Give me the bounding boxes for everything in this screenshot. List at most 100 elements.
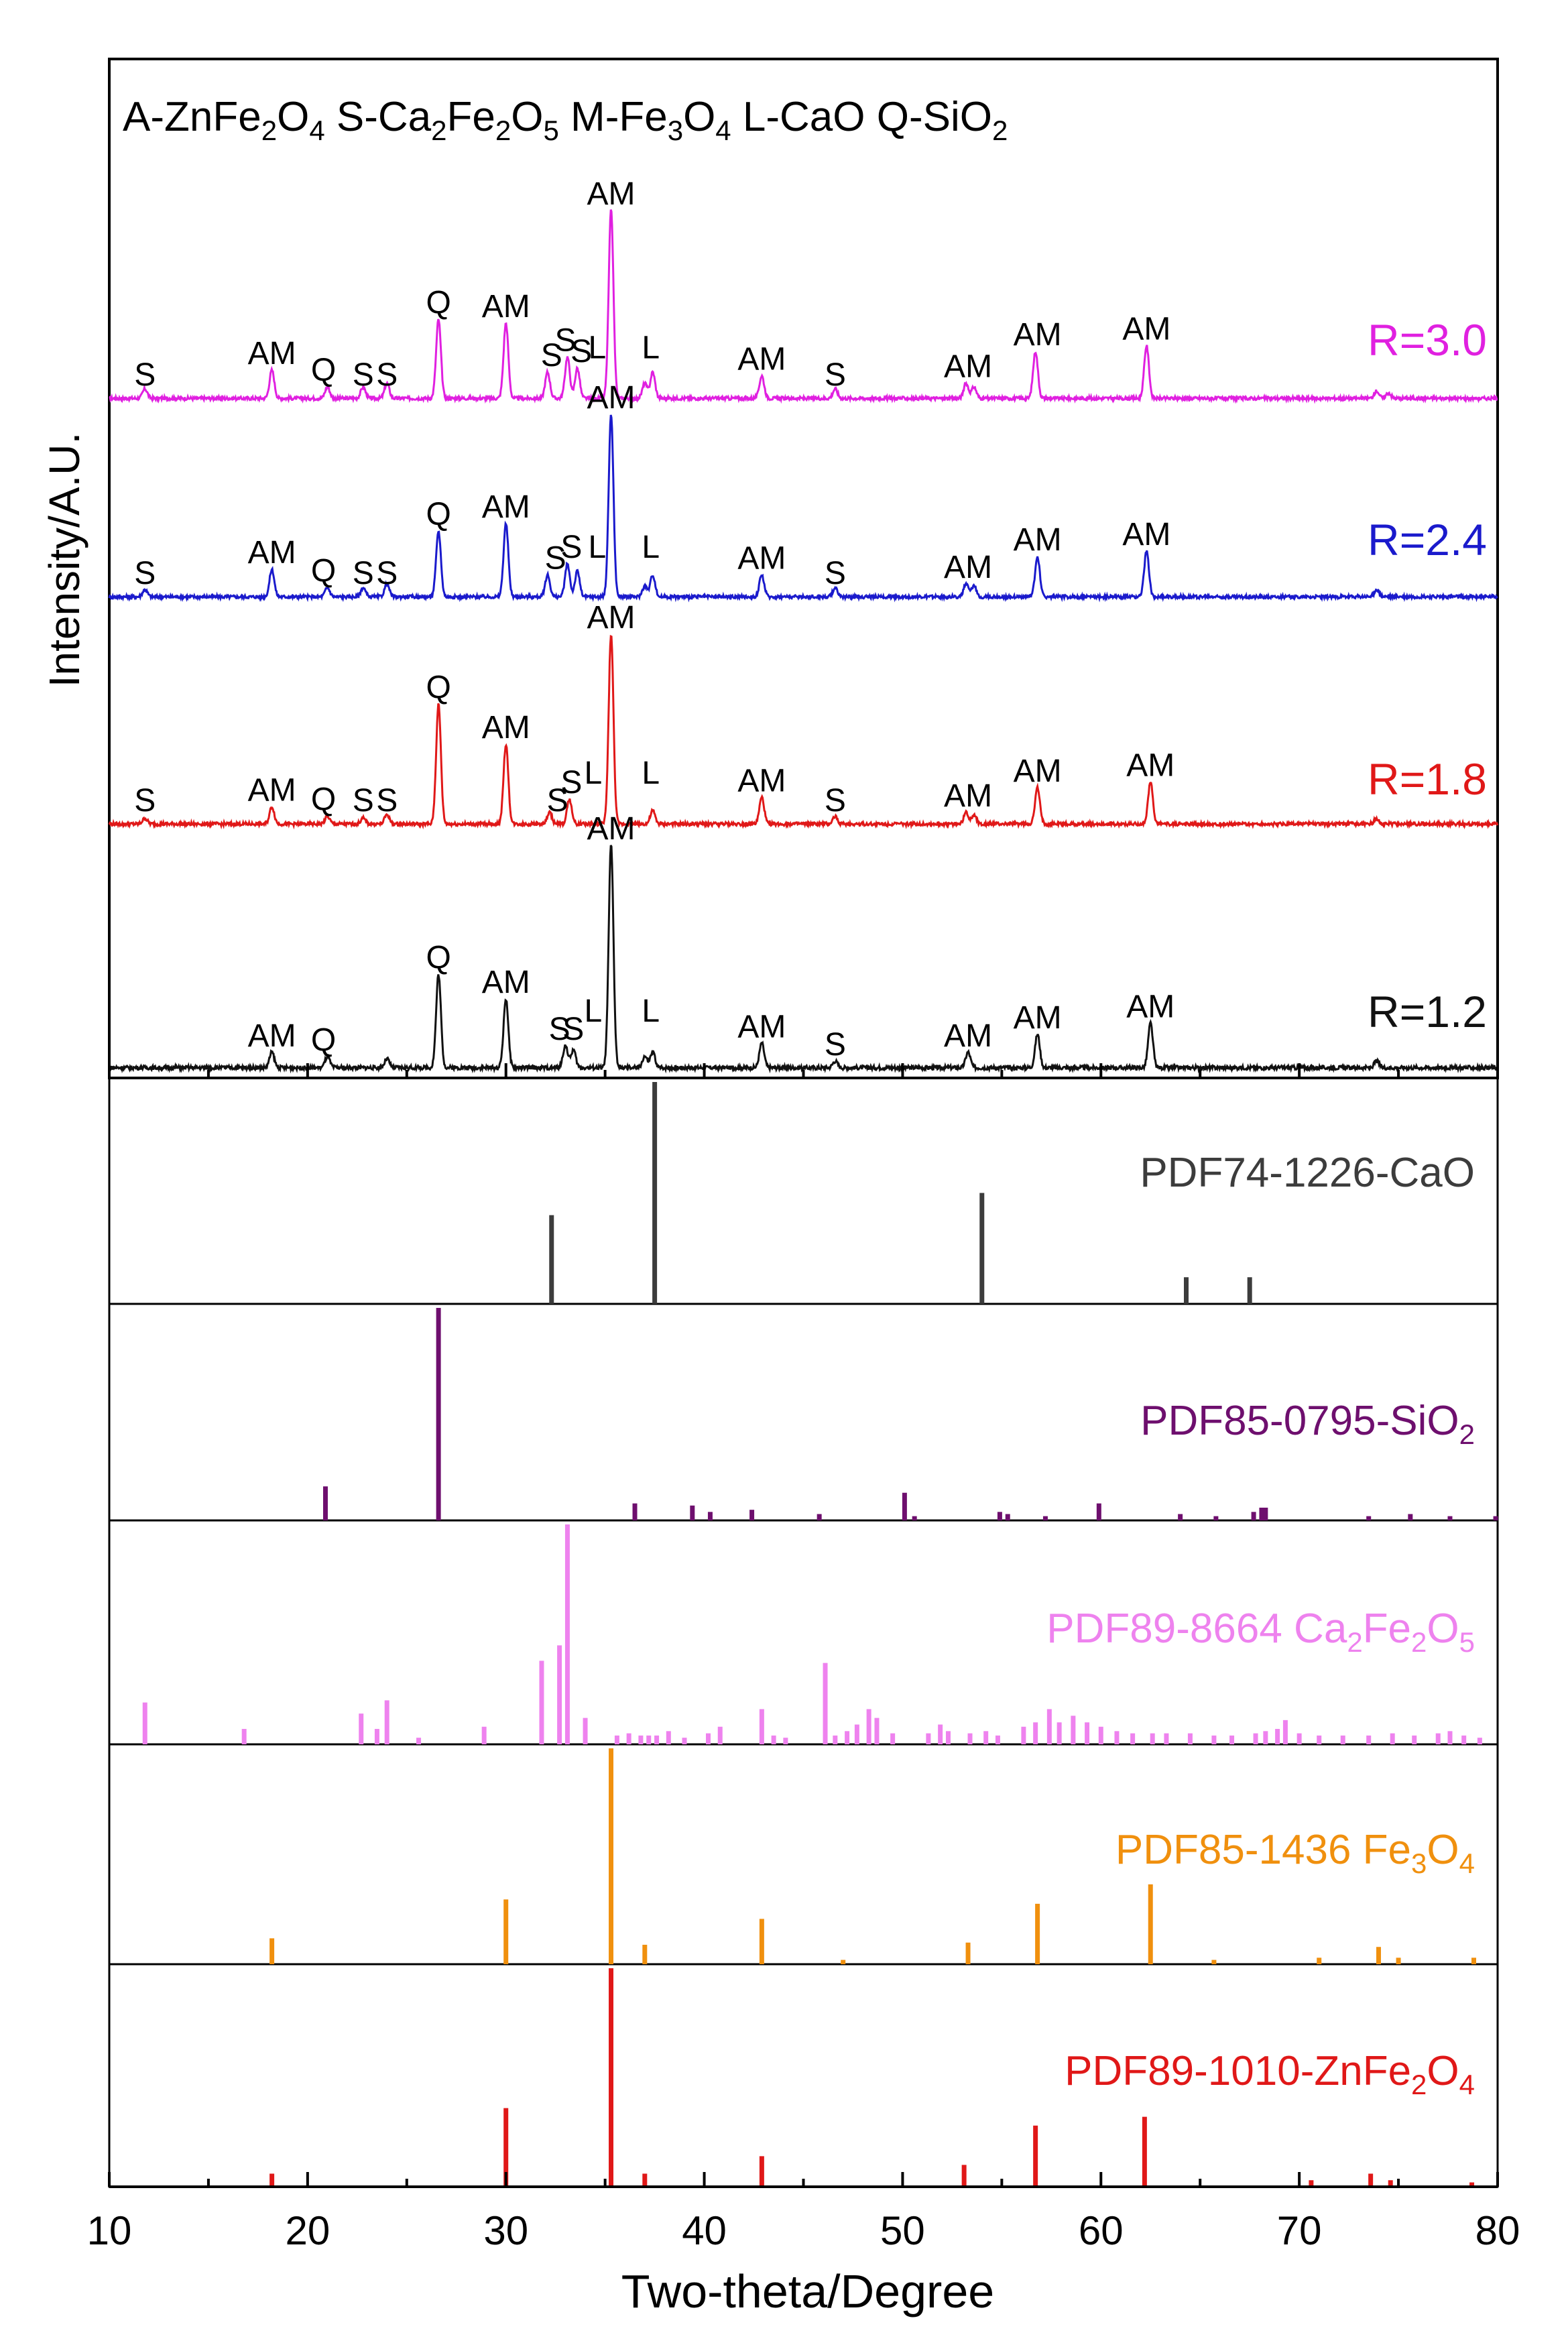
- peak-label: S: [376, 783, 398, 819]
- reference-label-part: PDF85-0795-SiO: [1140, 1398, 1459, 1444]
- peak-label: AM: [587, 380, 636, 416]
- series-label: R=2.4: [1368, 515, 1487, 564]
- y-axis-label: Intensity/A.U.: [40, 432, 88, 688]
- x-tick-label: 70: [1277, 2208, 1322, 2253]
- peak-label: AM: [248, 1018, 296, 1054]
- peak-label: Q: [311, 1022, 336, 1058]
- legend-part: 2: [495, 115, 511, 146]
- peak-label: S: [560, 765, 582, 800]
- legend-part: S-Ca: [325, 94, 432, 140]
- legend-part: 2: [431, 115, 446, 146]
- reference-label: PDF89-8664 Ca2Fe2O5: [1046, 1606, 1475, 1658]
- legend-part: L-CaO Q-SiO: [731, 94, 992, 140]
- peak-label: L: [642, 993, 660, 1029]
- peak-label: S: [134, 556, 156, 591]
- peak-label: S: [554, 322, 576, 358]
- series-line-R=1.8: [108, 634, 1499, 830]
- reference-label-part: 2: [1459, 1419, 1475, 1450]
- peak-label: AM: [737, 763, 786, 798]
- x-tick-label: 10: [87, 2208, 132, 2253]
- peak-label: S: [825, 1027, 846, 1063]
- peak-label: S: [541, 338, 562, 373]
- peak-label: S: [547, 783, 568, 819]
- peak-label: AM: [1126, 748, 1174, 784]
- x-tick-label: 20: [285, 2208, 330, 2253]
- series-label: R=1.2: [1368, 987, 1487, 1036]
- reference-label-part: PDF89-8664 Ca: [1046, 1606, 1347, 1652]
- peak-label: Q: [311, 353, 336, 388]
- peak-label: Q: [426, 670, 450, 706]
- peak-label: AM: [944, 1018, 992, 1054]
- legend-part: M-Fe: [559, 94, 668, 140]
- peak-label: S: [376, 357, 398, 393]
- peak-label: AM: [737, 1009, 786, 1044]
- peak-label: S: [545, 540, 566, 576]
- peak-label: Q: [426, 285, 450, 320]
- peak-label: S: [134, 357, 156, 393]
- reference-label-part: 5: [1459, 1626, 1475, 1658]
- x-tick-label: 30: [483, 2208, 528, 2253]
- reference-label: PDF85-1436 Fe3O4: [1115, 1827, 1475, 1879]
- reference-sticks: PDF74-1226-CaOPDF85-0795-SiO2PDF89-8664 …: [142, 1082, 1498, 2187]
- peak-label: Q: [311, 553, 336, 589]
- reference-label-part: 4: [1459, 2069, 1475, 2100]
- peak-label: AM: [587, 811, 636, 847]
- peak-label: S: [825, 783, 846, 819]
- phase-legend: A-ZnFe2O4 S-Ca2Fe2O5 M-Fe3O4 L-CaO Q-SiO…: [123, 94, 1008, 146]
- peak-label: AM: [482, 289, 530, 324]
- peak-label: AM: [1014, 754, 1062, 789]
- peak-label: S: [353, 357, 374, 393]
- peak-label: AM: [248, 336, 296, 371]
- legend-part: Fe: [447, 94, 495, 140]
- peak-label: AM: [482, 489, 530, 525]
- peak-label: S: [376, 556, 398, 591]
- diffraction-series: R=3.0 R=2.4 R=1.8 R=1.2: [108, 209, 1499, 1074]
- peak-label: S: [825, 357, 846, 393]
- reference-label: PDF89-1010-ZnFe2O4: [1065, 2048, 1475, 2100]
- peak-label: AM: [1126, 989, 1174, 1025]
- peak-label: AM: [1014, 1000, 1062, 1036]
- reference-label-part: PDF89-1010-ZnFe: [1065, 2048, 1411, 2094]
- reference-label-part: 3: [1411, 1848, 1427, 1879]
- peak-label: L: [642, 530, 660, 565]
- reference-label-part: PDF85-1436 Fe: [1115, 1827, 1411, 1873]
- peak-label: L: [642, 756, 660, 791]
- reference-label: PDF74-1226-CaO: [1140, 1150, 1475, 1196]
- series-line-R=1.2: [109, 845, 1499, 1074]
- x-axis-label: Two-theta/Degree: [621, 2265, 994, 2317]
- peak-label: AM: [1122, 517, 1170, 552]
- reference-label-part: O: [1427, 1827, 1459, 1873]
- legend-part: O: [683, 94, 715, 140]
- x-tick-label: 80: [1475, 2208, 1520, 2253]
- reference-label-part: 2: [1411, 2069, 1427, 2100]
- peak-label: S: [134, 783, 156, 819]
- peak-label: S: [570, 334, 592, 369]
- peak-label: L: [585, 993, 603, 1029]
- peak-label: AM: [1014, 522, 1062, 558]
- x-tick-label: 60: [1079, 2208, 1124, 2253]
- peak-label: AM: [1014, 317, 1062, 353]
- reference-label-part: O: [1427, 2048, 1459, 2094]
- legend-part: 4: [715, 115, 731, 146]
- legend-part: 2: [261, 115, 277, 146]
- peak-label: AM: [482, 710, 530, 745]
- legend-part: A-ZnFe: [123, 94, 261, 140]
- legend-part: 3: [668, 115, 683, 146]
- peak-label: AM: [248, 535, 296, 570]
- reference-label-part: 2: [1347, 1626, 1362, 1658]
- series-line-R=3.0: [109, 209, 1498, 404]
- series-label: R=3.0: [1368, 315, 1487, 365]
- reference-label-part: PDF74-1226-CaO: [1140, 1150, 1475, 1196]
- peak-label: S: [560, 530, 582, 565]
- peak-label: L: [588, 530, 606, 565]
- x-tick-label: 40: [682, 2208, 727, 2253]
- peak-label: AM: [944, 550, 992, 585]
- peak-label: L: [585, 756, 603, 791]
- legend-part: O: [511, 94, 543, 140]
- legend-part: O: [277, 94, 309, 140]
- peak-label: S: [549, 1012, 570, 1047]
- reference-label-part: 4: [1459, 1848, 1475, 1879]
- peak-label: S: [353, 556, 374, 591]
- peak-label: S: [353, 783, 374, 819]
